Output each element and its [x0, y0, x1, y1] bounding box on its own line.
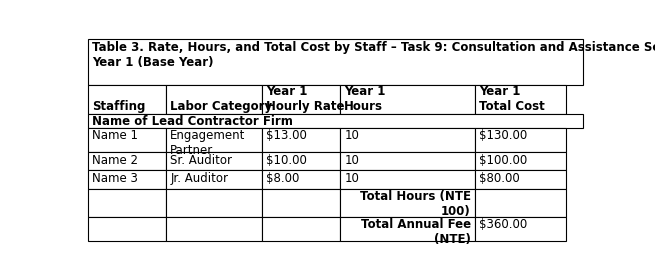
Text: Name of Lead Contractor Firm: Name of Lead Contractor Firm [92, 115, 293, 128]
Bar [88, 170, 166, 189]
Text: 10: 10 [345, 172, 359, 185]
Bar [262, 217, 340, 241]
Text: $100.00: $100.00 [479, 154, 527, 167]
Text: $360.00: $360.00 [479, 218, 527, 231]
Text: Engagement
Partner: Engagement Partner [170, 129, 246, 157]
Bar [166, 217, 262, 241]
Bar [340, 170, 475, 189]
Bar [262, 85, 340, 114]
Bar [475, 152, 566, 170]
Text: Table 3. Rate, Hours, and Total Cost by Staff – Task 9: Consultation and Assista: Table 3. Rate, Hours, and Total Cost by … [92, 41, 655, 69]
Bar [166, 152, 262, 170]
Text: 10: 10 [345, 129, 359, 142]
Text: $8.00: $8.00 [266, 172, 299, 185]
Bar [166, 170, 262, 189]
Text: Name 1: Name 1 [92, 129, 138, 142]
Text: 10: 10 [345, 154, 359, 167]
Bar [262, 189, 340, 217]
Bar [340, 85, 475, 114]
Text: $13.00: $13.00 [266, 129, 307, 142]
Bar [88, 189, 166, 217]
Bar [166, 189, 262, 217]
Text: Jr. Auditor: Jr. Auditor [170, 172, 229, 185]
Bar [88, 127, 166, 152]
Bar [475, 189, 566, 217]
Text: $10.00: $10.00 [266, 154, 307, 167]
Text: Total Hours (NTE
100): Total Hours (NTE 100) [360, 190, 471, 218]
Text: Year 1
Hourly Rate: Year 1 Hourly Rate [266, 84, 345, 112]
Text: Staffing: Staffing [92, 99, 145, 112]
Text: $130.00: $130.00 [479, 129, 527, 142]
Bar [166, 85, 262, 114]
Text: Name 2: Name 2 [92, 154, 138, 167]
Bar [262, 170, 340, 189]
Bar [262, 127, 340, 152]
Text: $80.00: $80.00 [479, 172, 519, 185]
Bar [475, 170, 566, 189]
Bar [340, 127, 475, 152]
Bar [340, 152, 475, 170]
Bar [262, 152, 340, 170]
Text: Total Annual Fee
(NTE): Total Annual Fee (NTE) [361, 218, 471, 246]
Text: Name 3: Name 3 [92, 172, 138, 185]
Bar [88, 39, 584, 85]
Bar [88, 85, 166, 114]
Bar [88, 114, 584, 127]
Text: Year 1
Hours: Year 1 Hours [345, 84, 386, 112]
Bar [340, 189, 475, 217]
Text: Labor Category: Labor Category [170, 99, 272, 112]
Text: Year 1
Total Cost: Year 1 Total Cost [479, 84, 545, 112]
Bar [340, 217, 475, 241]
Bar [88, 217, 166, 241]
Text: Sr. Auditor: Sr. Auditor [170, 154, 233, 167]
Bar [475, 217, 566, 241]
Bar [475, 127, 566, 152]
Bar [88, 152, 166, 170]
Bar [166, 127, 262, 152]
Bar [475, 85, 566, 114]
